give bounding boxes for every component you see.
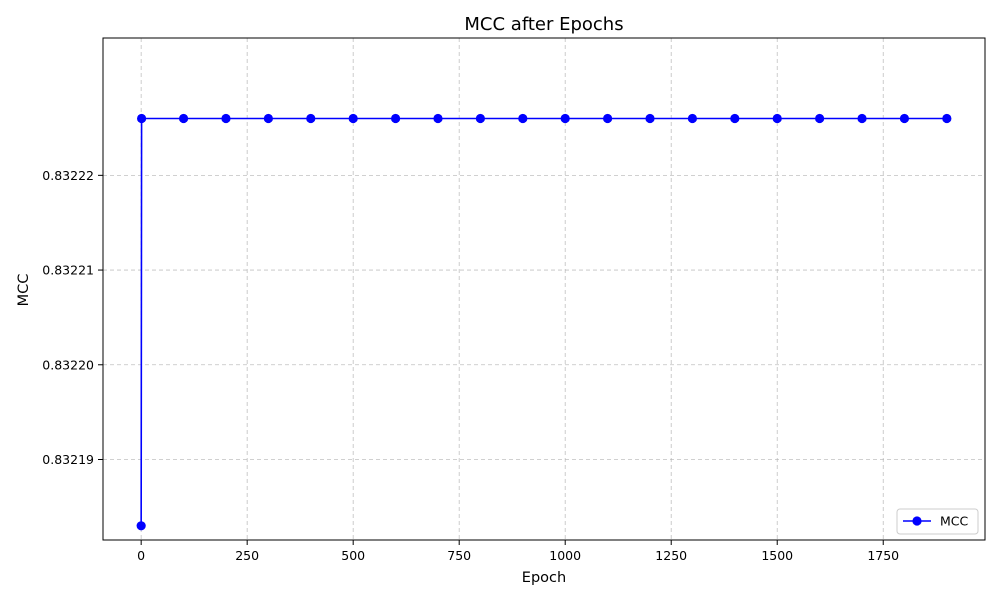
- data-point: [857, 113, 867, 124]
- chart-title: MCC after Epochs: [464, 14, 623, 35]
- y-tick-label: 0.83220: [42, 357, 94, 372]
- data-point: [263, 113, 273, 124]
- data-point: [136, 113, 147, 124]
- x-tick-label: 1250: [655, 548, 687, 563]
- data-point: [433, 113, 443, 124]
- legend: MCC: [896, 508, 979, 535]
- data-point: [730, 113, 740, 124]
- legend-point-marker: [912, 516, 922, 526]
- data-point: [645, 113, 655, 124]
- x-tick-label: 1000: [549, 548, 581, 563]
- data-point: [899, 113, 910, 124]
- legend-box: [896, 508, 979, 535]
- x-tick-label: 0: [137, 548, 145, 563]
- data-point: [772, 113, 782, 124]
- y-tick-label: 0.83221: [42, 263, 94, 278]
- x-tick-label: 1500: [761, 548, 793, 563]
- data-point: [603, 113, 613, 124]
- plot-frame: [102, 37, 986, 541]
- x-tick-label: 750: [447, 548, 471, 563]
- data-point: [942, 113, 952, 124]
- x-tick-label: 500: [341, 548, 365, 563]
- y-tick-label: 0.83222: [42, 168, 94, 183]
- data-point: [390, 113, 401, 124]
- data-point: [560, 113, 570, 124]
- grid: [103, 38, 985, 540]
- data-point: [475, 113, 485, 124]
- data-point: [136, 521, 146, 531]
- y-axis-label: MCC: [16, 274, 32, 307]
- x-axis-label: Epoch: [522, 570, 566, 586]
- series-layer: [136, 113, 952, 531]
- ticks: 0 250 500 750 1000 1250 1500 1750 0.83219 0.83220…: [42, 168, 899, 563]
- x-tick-label: 1750: [867, 548, 899, 563]
- legend-label: MCC: [940, 514, 969, 529]
- x-tick-label: 250: [235, 548, 259, 563]
- data-point: [348, 113, 358, 124]
- data-point: [518, 113, 528, 124]
- y-tick-label: 0.83219: [42, 452, 94, 467]
- data-point: [306, 113, 316, 124]
- data-point: [687, 113, 698, 124]
- data-point: [221, 113, 231, 124]
- data-point: [178, 113, 189, 124]
- data-point: [815, 113, 825, 124]
